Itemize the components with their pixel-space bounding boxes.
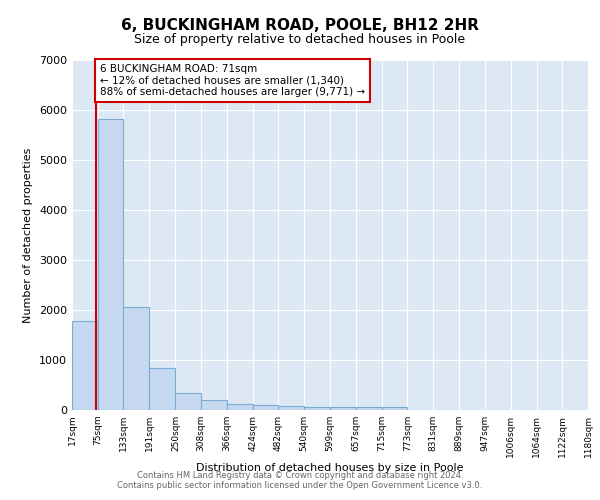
Bar — [175, 393, 201, 410]
Bar — [382, 407, 407, 410]
Bar — [227, 404, 253, 410]
Bar — [72, 321, 98, 410]
Bar — [356, 407, 382, 410]
Text: 6, BUCKINGHAM ROAD, POOLE, BH12 2HR: 6, BUCKINGHAM ROAD, POOLE, BH12 2HR — [121, 18, 479, 32]
Text: Size of property relative to detached houses in Poole: Size of property relative to detached ho… — [134, 32, 466, 46]
Text: 6 BUCKINGHAM ROAD: 71sqm
← 12% of detached houses are smaller (1,340)
88% of sem: 6 BUCKINGHAM ROAD: 71sqm ← 12% of detach… — [100, 64, 365, 97]
Bar — [304, 407, 330, 410]
Bar — [201, 400, 227, 410]
X-axis label: Distribution of detached houses by size in Poole: Distribution of detached houses by size … — [196, 462, 464, 472]
Bar — [278, 406, 304, 410]
Bar — [124, 307, 149, 410]
Y-axis label: Number of detached properties: Number of detached properties — [23, 148, 34, 322]
Bar — [253, 405, 278, 410]
Bar — [330, 407, 356, 410]
Text: Contains HM Land Registry data © Crown copyright and database right 2024.
Contai: Contains HM Land Registry data © Crown c… — [118, 470, 482, 490]
Bar — [149, 368, 175, 410]
Bar — [98, 119, 124, 410]
